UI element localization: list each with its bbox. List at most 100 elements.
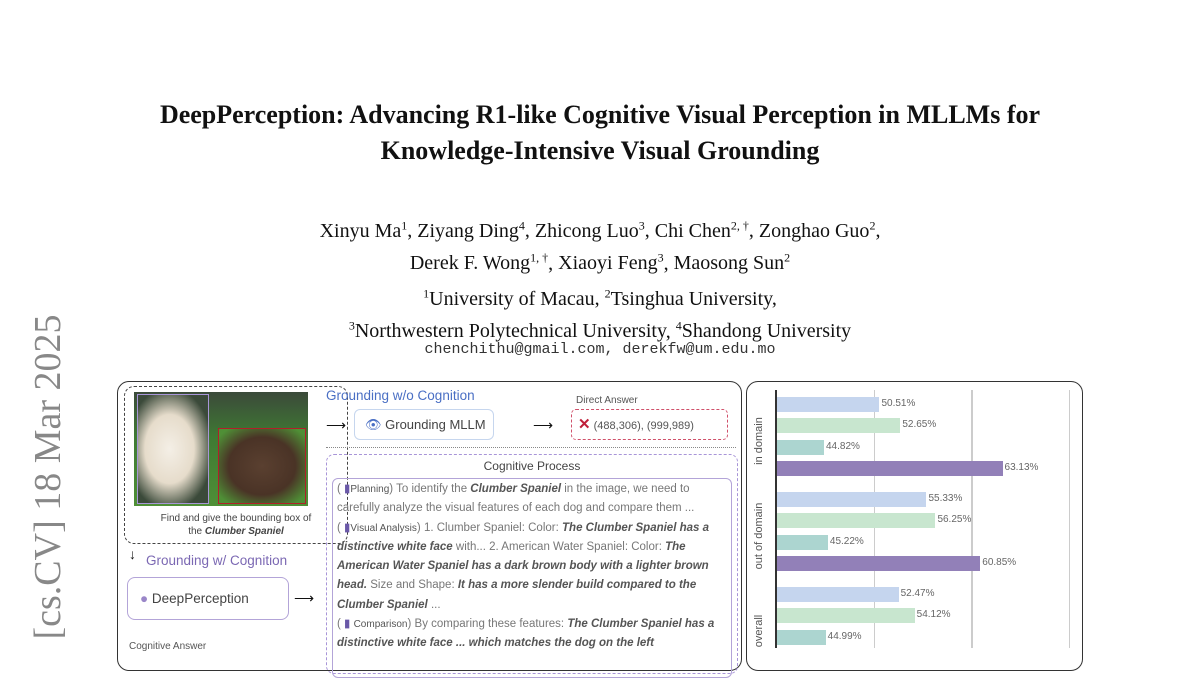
name: Xinyu Ma <box>319 219 402 242</box>
bar <box>777 555 981 571</box>
arrow-icon: ⟶ <box>326 417 347 433</box>
bar <box>777 492 927 507</box>
gridline <box>971 390 973 648</box>
bar <box>777 513 936 529</box>
visual-analysis-step: ( ▮Visual Analysis) 1. Clumber Spaniel: … <box>337 521 709 611</box>
gridline <box>1068 390 1070 648</box>
bar-label: 63.13% <box>1004 461 1039 473</box>
name: Maosong Sun <box>673 252 785 275</box>
bar-label: 60.85% <box>982 556 1017 568</box>
superscript: 1, † <box>530 250 549 265</box>
name-entry: 4Shandong University <box>676 319 851 343</box>
document-icon: ▮ <box>344 618 351 631</box>
planning-entity: Clumber Spaniel <box>470 483 562 495</box>
arrow-icon: ⟶ <box>533 417 554 433</box>
arrow-icon: ⟶ <box>294 590 315 606</box>
visual-text-2: with... 2. American Water Spaniel: Color… <box>455 540 662 553</box>
planning-step: ( ▮Planning) To identify the Clumber Spa… <box>337 483 695 515</box>
name: Zonghao Guo <box>758 219 870 242</box>
visual-bold-2: The American Water Spaniel has a dark br… <box>337 540 709 592</box>
bar <box>777 587 899 602</box>
eye-icon: 👁 <box>365 417 382 432</box>
cognitive-process-text: ( ▮Planning) To identify the Clumber Spa… <box>332 478 732 678</box>
name: Ziyang Ding <box>417 219 519 242</box>
magnifier-icon: ▮ <box>344 521 351 534</box>
bar <box>777 629 826 645</box>
white-dog-bbox <box>137 394 209 504</box>
bar <box>777 608 915 624</box>
superscript: 1 <box>401 218 408 232</box>
visual-text-4: ... <box>430 598 441 611</box>
bar <box>777 439 824 455</box>
dog-image <box>134 392 308 506</box>
y-axis <box>775 390 777 648</box>
authors: Xinyu Ma1, Ziyang Ding4, Zhicong Luo3, C… <box>0 212 1200 277</box>
deepperception-box: ● DeepPerception <box>127 577 289 620</box>
name: Northwestern Polytechnical University <box>354 320 666 343</box>
name-entry: Xiaoyi Feng3 <box>558 251 663 275</box>
paper-title: DeepPerception: Advancing R1-like Cognit… <box>0 97 1200 169</box>
category-label: in domain <box>753 417 765 465</box>
category-label: out of domain <box>753 502 765 570</box>
title-line-2: Knowledge-Intensive Visual Grounding <box>380 136 820 165</box>
affiliations-line-1: 1University of Macau, 2Tsinghua Universi… <box>423 286 777 310</box>
grounding-mllm-label: Grounding MLLM <box>385 417 486 432</box>
bar <box>777 534 828 550</box>
direct-answer-label: Direct Answer <box>576 395 638 406</box>
name-entry: 1University of Macau <box>423 286 595 310</box>
name-entry: Maosong Sun2 <box>673 250 791 275</box>
brain-icon: ● <box>140 591 149 606</box>
name-entry: 2Tsinghua University <box>604 286 772 310</box>
planning-tag: Planning <box>350 484 390 495</box>
name: Zhicong Luo <box>534 219 639 242</box>
bar-label: 44.99% <box>827 630 862 642</box>
bar-label: 56.25% <box>937 514 972 526</box>
direct-answer: (488,306), (999,989) <box>593 420 694 432</box>
brown-dog-bbox <box>218 428 306 504</box>
comparison-step: ( ▮ Comparison) By comparing these featu… <box>337 618 715 650</box>
down-arrow-icon: ↓ <box>129 548 136 563</box>
visual-bold-1: The Clumber Spaniel has a distinctive wh… <box>337 521 709 553</box>
name: Chi Chen <box>654 219 731 242</box>
name: Xiaoyi Feng <box>558 252 658 275</box>
authors-line-2: Derek F. Wong1, †, Xiaoyi Feng3, Maosong… <box>409 250 791 275</box>
bar-label: 45.22% <box>829 535 864 547</box>
name-entry: Ziyang Ding4 <box>417 218 525 242</box>
superscript: 1 <box>423 286 430 300</box>
name-entry: Zonghao Guo2 <box>758 218 876 242</box>
bar-label: 52.47% <box>900 588 935 599</box>
comparison-text: By comparing these features: <box>414 618 565 631</box>
superscript: 2 <box>604 286 611 300</box>
grounding-wo-label: Grounding w/o Cognition <box>326 388 475 403</box>
name: University of Macau <box>429 287 595 310</box>
divider <box>326 447 736 448</box>
cognitive-process-title: Cognitive Process <box>483 459 581 473</box>
comparison-tag: Comparison <box>353 619 408 631</box>
bar <box>777 460 1003 476</box>
title-line-1: DeepPerception: Advancing R1-like Cognit… <box>159 100 1041 129</box>
bar-label: 50.51% <box>881 398 916 409</box>
visual-bold-3: It has a more slender build compared to … <box>337 579 697 611</box>
cognitive-answer-label: Cognitive Answer <box>129 641 207 652</box>
authors-line-1: Xinyu Ma1, Ziyang Ding4, Zhicong Luo3, C… <box>319 218 881 242</box>
bar-label: 55.33% <box>928 493 963 504</box>
query-line-1: Find and give the bounding box of <box>160 513 312 524</box>
superscript: 3 <box>348 318 355 333</box>
name: Tsinghua University <box>610 287 772 310</box>
bar <box>777 418 901 434</box>
superscript: 2 <box>784 250 791 265</box>
bar-label: 44.82% <box>825 440 860 452</box>
book-icon: ▮ <box>344 483 351 495</box>
visual-text-3: Size and Shape: <box>370 579 455 592</box>
query-prefix: the <box>188 526 205 537</box>
comparison-bold: The Clumber Spaniel has a distinctive wh… <box>337 618 715 650</box>
query-text: Find and give the bounding box of the Cl… <box>128 512 344 538</box>
planning-text: To identify the <box>396 483 468 495</box>
grounding-w-label: Grounding w/ Cognition <box>146 553 288 568</box>
bar-label: 52.65% <box>902 419 937 431</box>
visual-text-1: 1. Clumber Spaniel: Color: <box>423 521 559 534</box>
name-entry: Zhicong Luo3 <box>534 218 645 242</box>
name-entry: 3Northwestern Polytechnical University <box>348 318 666 343</box>
cross-icon: ✕ <box>578 416 591 433</box>
superscript: 2, † <box>730 218 749 232</box>
